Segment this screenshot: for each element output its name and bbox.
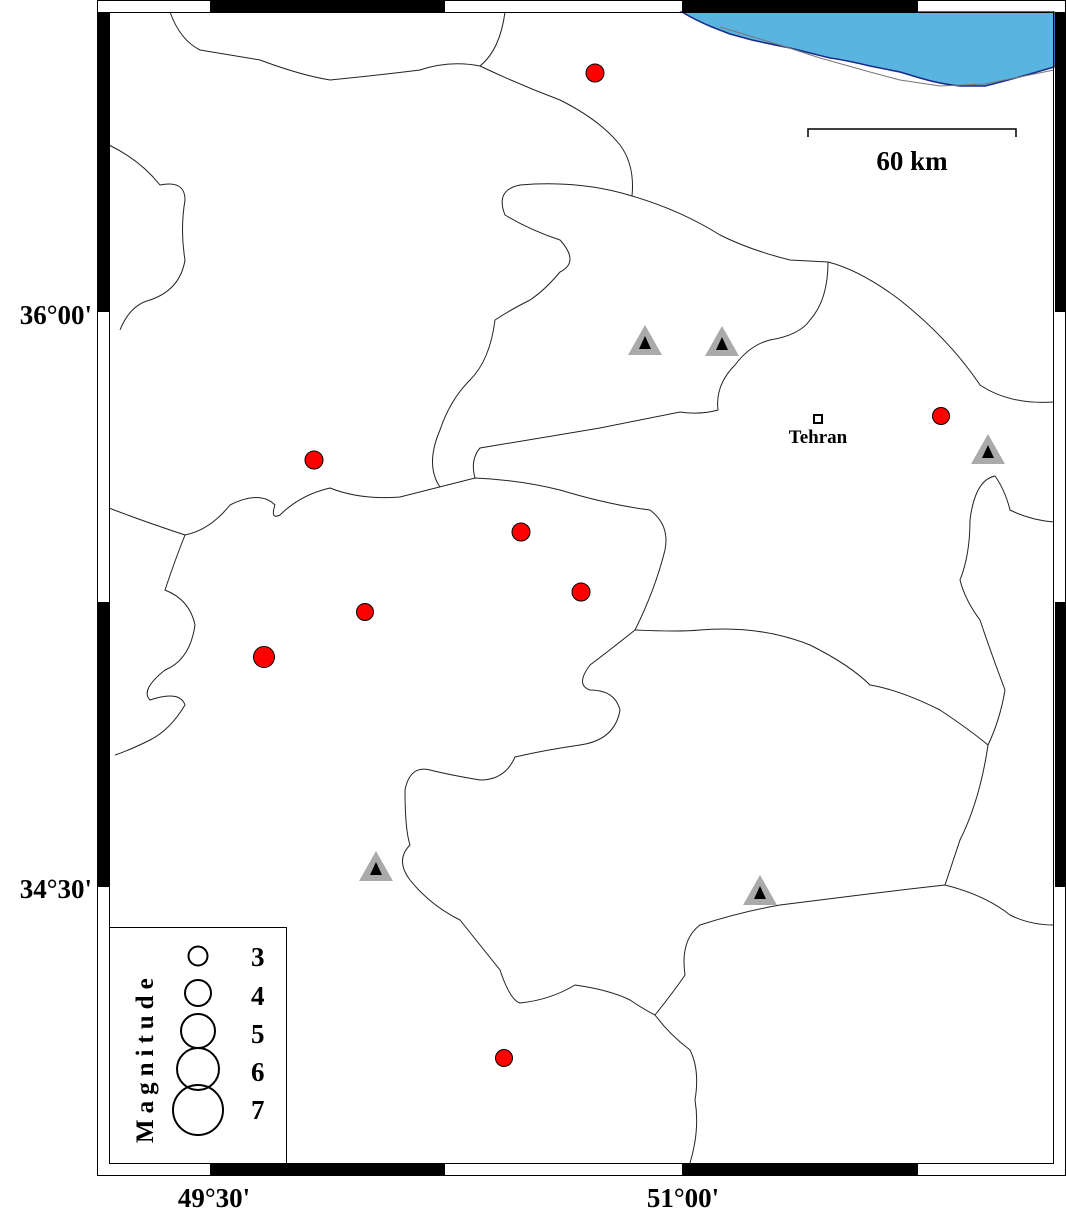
scale-bar: 60 km	[807, 128, 1017, 176]
legend-label: 4	[251, 981, 265, 1011]
earthquake-marker	[253, 646, 275, 668]
earthquake-marker	[356, 603, 374, 621]
magnitude-legend: Magnitude 3 4 5 6 7	[109, 927, 287, 1164]
station-triangle-icon	[628, 325, 662, 355]
earthquake-marker	[585, 63, 605, 83]
province-boundaries	[108, 11, 1055, 1164]
legend-label: 6	[251, 1057, 265, 1087]
scale-bar-label: 60 km	[876, 146, 948, 176]
lon-tick-label: 51°00'	[647, 1183, 719, 1212]
station-triangle-icon	[743, 875, 777, 905]
coastline	[719, 26, 1055, 87]
station-triangle-icon	[971, 434, 1005, 464]
legend-circle-7	[172, 1084, 224, 1136]
earthquake-marker	[495, 1049, 513, 1067]
lon-tick-label: 49°30'	[178, 1183, 250, 1212]
legend-circle-6	[176, 1047, 220, 1091]
earthquake-marker	[571, 582, 591, 602]
earthquake-marker	[304, 450, 324, 470]
earthquake-marker	[932, 407, 950, 425]
legend-circle-3	[187, 945, 209, 967]
earthquake-marker	[511, 522, 531, 542]
station-triangle-icon	[705, 326, 739, 356]
station-markers	[359, 325, 1005, 905]
city-label-tehran: Tehran	[789, 427, 848, 448]
lat-tick-label: 36°00'	[20, 300, 92, 330]
caspian-sea	[679, 11, 1055, 87]
legend-circle-4	[184, 979, 212, 1007]
legend-label: 5	[251, 1019, 265, 1049]
city-square-icon	[813, 414, 823, 424]
legend-label: 7	[251, 1095, 265, 1125]
legend-label: 3	[251, 942, 265, 972]
lat-tick-label: 34°30'	[20, 874, 92, 904]
earthquake-markers	[253, 63, 950, 1067]
station-triangle-icon	[359, 851, 393, 881]
legend-title: Magnitude	[132, 972, 159, 1143]
